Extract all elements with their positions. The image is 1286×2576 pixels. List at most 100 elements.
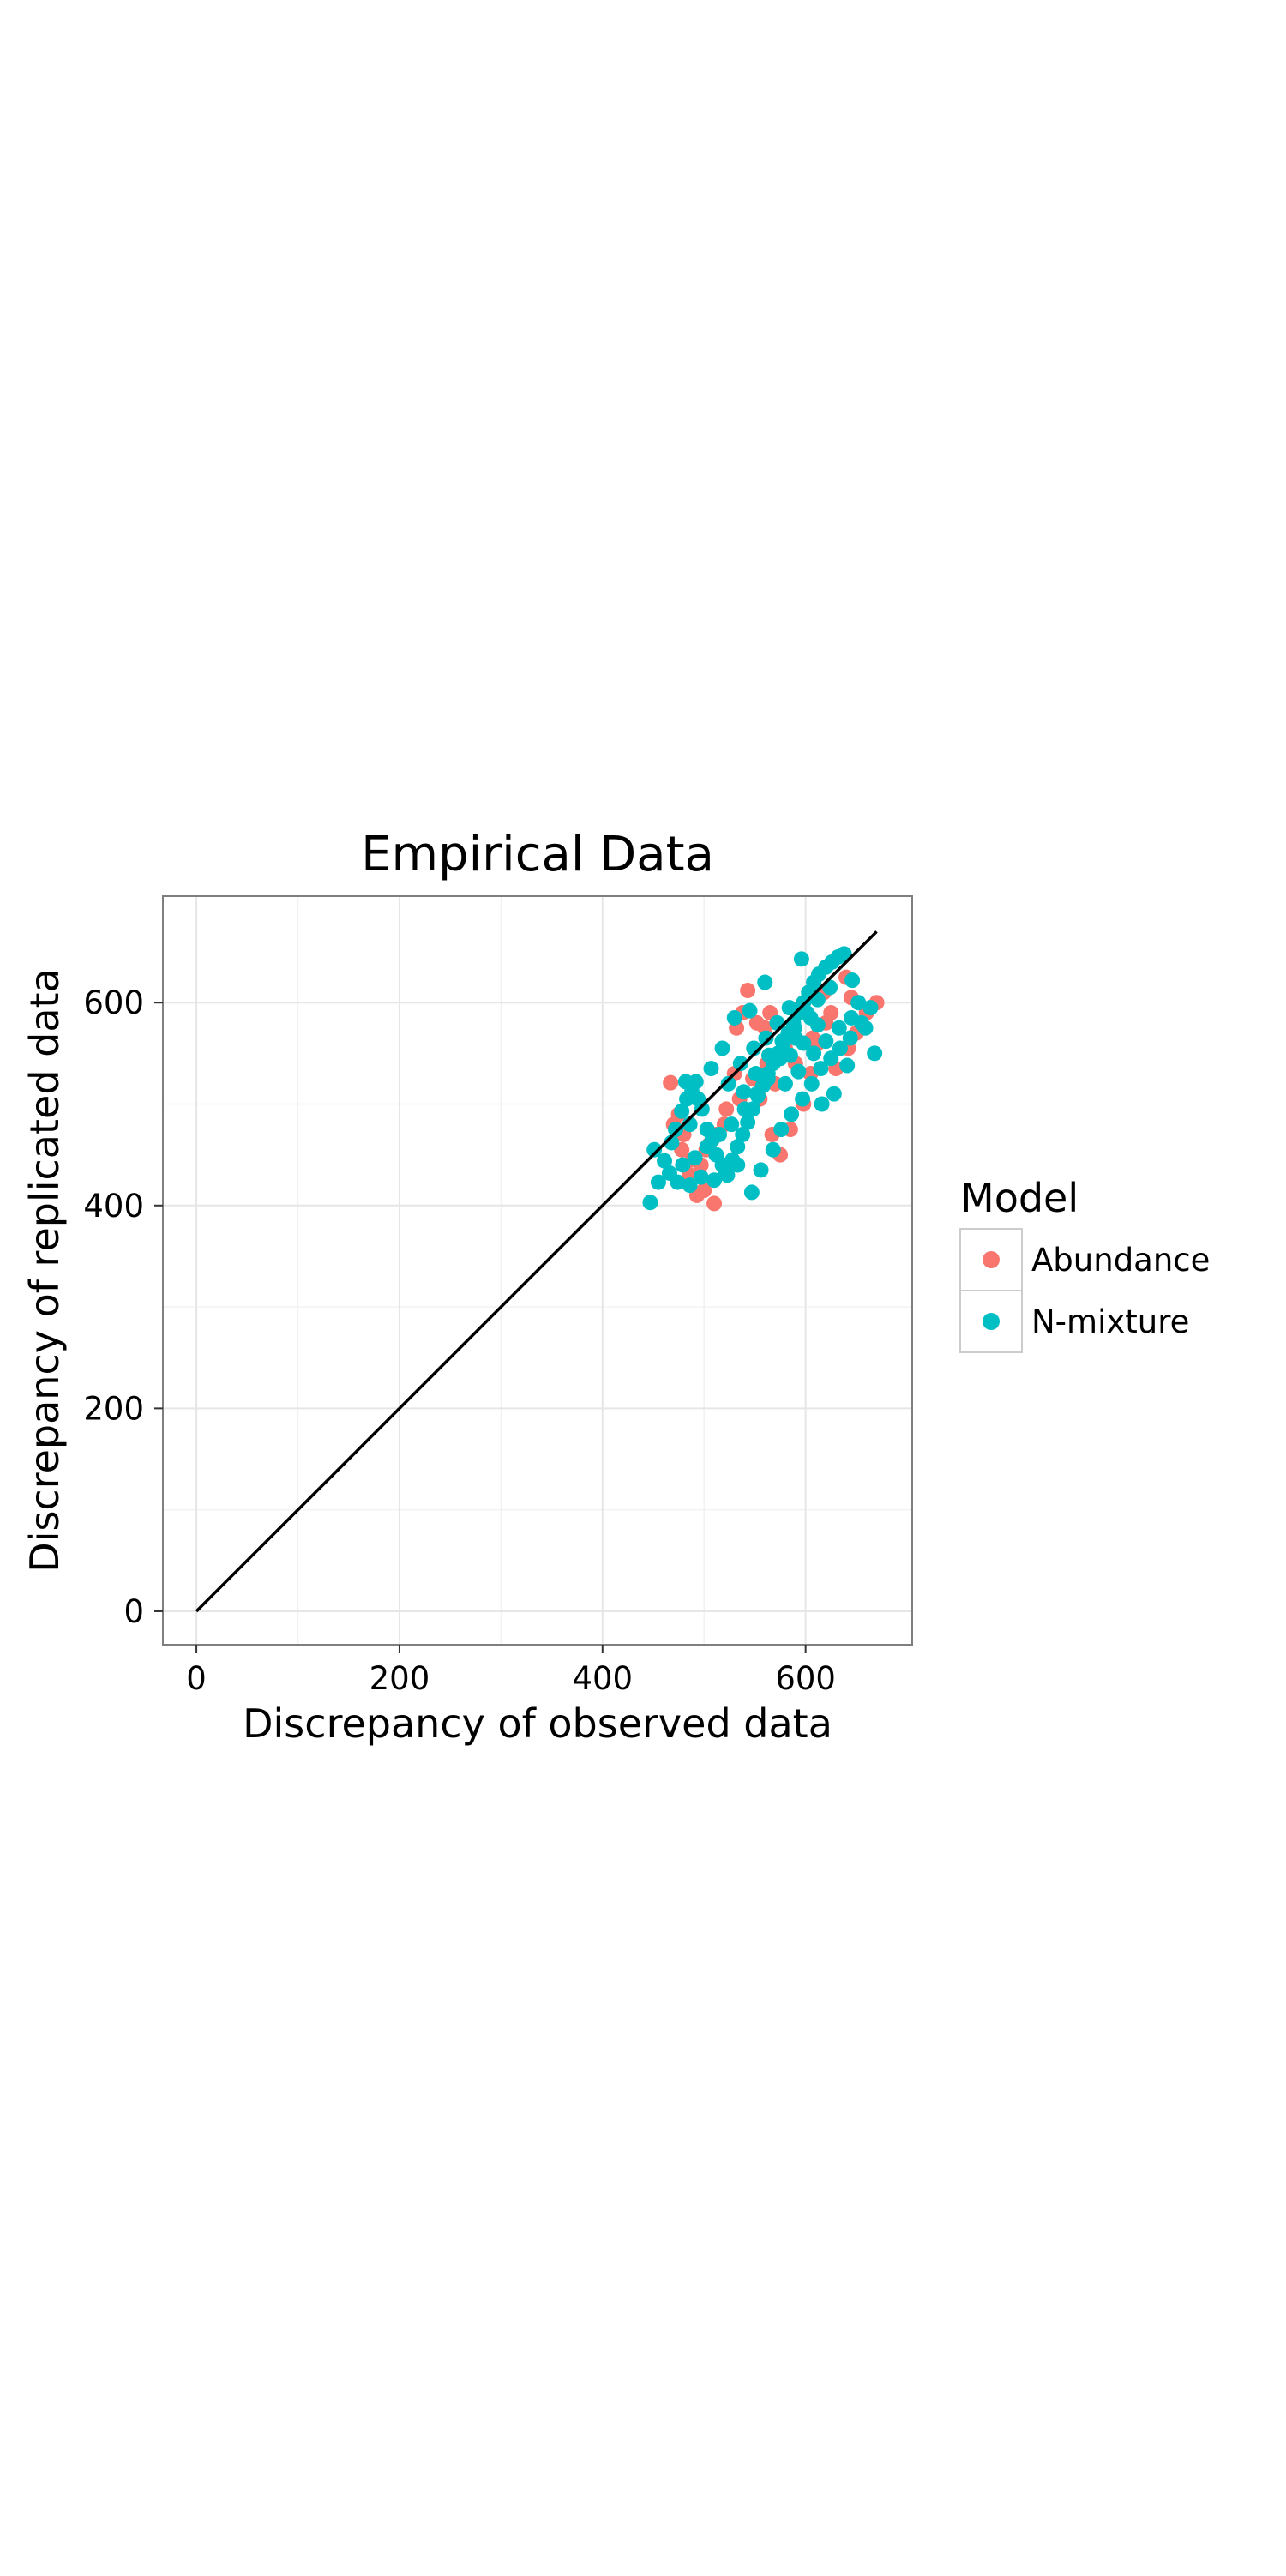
data-point-n-mixture xyxy=(793,951,809,967)
data-point-n-mixture xyxy=(724,1116,740,1133)
data-point-n-mixture xyxy=(730,1157,746,1173)
data-point-n-mixture xyxy=(836,946,852,962)
data-point-n-mixture xyxy=(769,1014,785,1031)
data-point-n-mixture xyxy=(850,995,867,1011)
data-point-n-mixture xyxy=(657,1153,673,1169)
y-axis-label: Discrepancy of replicated data xyxy=(21,968,68,1573)
data-point-n-mixture xyxy=(675,1157,691,1173)
data-point-n-mixture xyxy=(760,1070,776,1086)
y-tick-label: 200 xyxy=(83,1390,144,1427)
data-point-n-mixture xyxy=(844,972,861,989)
data-point-n-mixture xyxy=(650,1174,666,1190)
data-point-n-mixture xyxy=(682,1177,698,1194)
data-point-n-mixture xyxy=(730,1139,746,1155)
data-point-n-mixture xyxy=(795,1091,811,1107)
data-point-n-mixture xyxy=(757,974,773,990)
data-point-n-mixture xyxy=(693,1169,709,1185)
data-point-abundance xyxy=(740,983,756,999)
data-point-n-mixture xyxy=(736,1101,753,1117)
data-point-n-mixture xyxy=(843,1009,859,1026)
data-point-n-mixture xyxy=(782,1047,798,1063)
data-point-n-mixture xyxy=(735,1126,751,1142)
y-tick-label: 400 xyxy=(83,1188,144,1225)
legend-title: Model xyxy=(960,1175,1079,1221)
data-point-n-mixture xyxy=(748,1066,764,1082)
x-tick-label: 600 xyxy=(775,1660,836,1697)
x-tick-label: 200 xyxy=(370,1660,430,1697)
data-point-n-mixture xyxy=(784,1106,800,1122)
identity-reference-line xyxy=(195,930,878,1613)
data-point-abundance xyxy=(663,1074,679,1091)
data-point-n-mixture xyxy=(699,1139,715,1155)
data-point-n-mixture xyxy=(798,1005,814,1021)
data-point-n-mixture xyxy=(826,1086,842,1102)
chart-title: Empirical Data xyxy=(361,827,714,882)
x-tick-label: 400 xyxy=(572,1660,633,1697)
data-point-n-mixture xyxy=(818,1033,834,1050)
data-point-n-mixture xyxy=(790,1063,807,1080)
data-point-n-mixture xyxy=(862,1000,879,1016)
reference-line-layer xyxy=(195,930,878,1613)
data-point-n-mixture xyxy=(687,1150,703,1166)
data-point-abundance xyxy=(706,1195,723,1212)
data-point-n-mixture xyxy=(806,1045,822,1062)
data-point-n-mixture xyxy=(706,1172,723,1189)
data-point-n-mixture xyxy=(726,1009,742,1026)
data-point-n-mixture xyxy=(803,1075,820,1092)
x-tick-label: 0 xyxy=(186,1660,207,1697)
data-point-n-mixture xyxy=(773,1122,790,1138)
data-point-n-mixture xyxy=(814,1096,830,1112)
data-point-n-mixture xyxy=(646,1141,663,1158)
data-point-n-mixture xyxy=(743,1184,760,1201)
data-point-abundance xyxy=(823,1005,839,1021)
data-point-n-mixture xyxy=(786,1020,802,1036)
data-point-n-mixture xyxy=(740,1114,756,1130)
plot-panel-border xyxy=(162,895,913,1646)
data-point-n-mixture xyxy=(677,1074,694,1090)
data-point-n-mixture xyxy=(839,1057,856,1074)
data-point-n-mixture xyxy=(796,1035,812,1051)
data-point-n-mixture xyxy=(823,1050,839,1067)
data-point-n-mixture xyxy=(832,1040,848,1056)
data-point-n-mixture xyxy=(690,1091,706,1107)
legend-key-abundance xyxy=(983,1251,1000,1268)
data-point-n-mixture xyxy=(674,1103,690,1119)
data-point-n-mixture xyxy=(668,1122,684,1138)
x-axis-label: Discrepancy of observed data xyxy=(243,1700,832,1747)
data-point-n-mixture xyxy=(703,1061,719,1077)
y-tick-label: 0 xyxy=(123,1593,144,1630)
data-point-n-mixture xyxy=(761,1047,778,1063)
data-point-n-mixture xyxy=(748,1086,765,1102)
data-point-n-mixture xyxy=(842,1030,858,1046)
data-point-n-mixture xyxy=(714,1040,730,1056)
legend: Model Abundance N-mixture xyxy=(959,1175,1210,1353)
data-point-n-mixture xyxy=(777,1075,793,1092)
data-point-n-mixture xyxy=(736,1084,752,1100)
legend-label: N-mixture xyxy=(1031,1303,1189,1340)
legend-label: Abundance xyxy=(1031,1242,1210,1279)
data-point-n-mixture xyxy=(711,1126,727,1142)
data-point-n-mixture xyxy=(765,1141,781,1158)
data-point-abundance xyxy=(718,1101,735,1117)
data-points-layer xyxy=(642,946,885,1212)
data-point-n-mixture xyxy=(753,1162,769,1178)
data-point-n-mixture xyxy=(718,1164,734,1180)
data-point-n-mixture xyxy=(758,1030,774,1046)
data-point-n-mixture xyxy=(661,1165,677,1181)
y-tick-label: 600 xyxy=(83,984,144,1021)
data-point-abundance xyxy=(696,1183,712,1199)
data-point-n-mixture xyxy=(831,1020,847,1036)
data-point-n-mixture xyxy=(732,1056,748,1072)
data-point-n-mixture xyxy=(809,1017,826,1033)
data-point-n-mixture xyxy=(813,1061,829,1077)
legend-key-n-mixture xyxy=(983,1313,1000,1330)
data-point-n-mixture xyxy=(720,1075,736,1092)
data-point-n-mixture xyxy=(774,1033,790,1050)
data-point-n-mixture xyxy=(867,1045,883,1062)
axes: 0 200 400 600 0 200 400 600 xyxy=(83,984,836,1697)
data-point-n-mixture xyxy=(781,1000,797,1016)
data-point-n-mixture xyxy=(742,1002,758,1019)
data-point-n-mixture xyxy=(642,1195,658,1211)
